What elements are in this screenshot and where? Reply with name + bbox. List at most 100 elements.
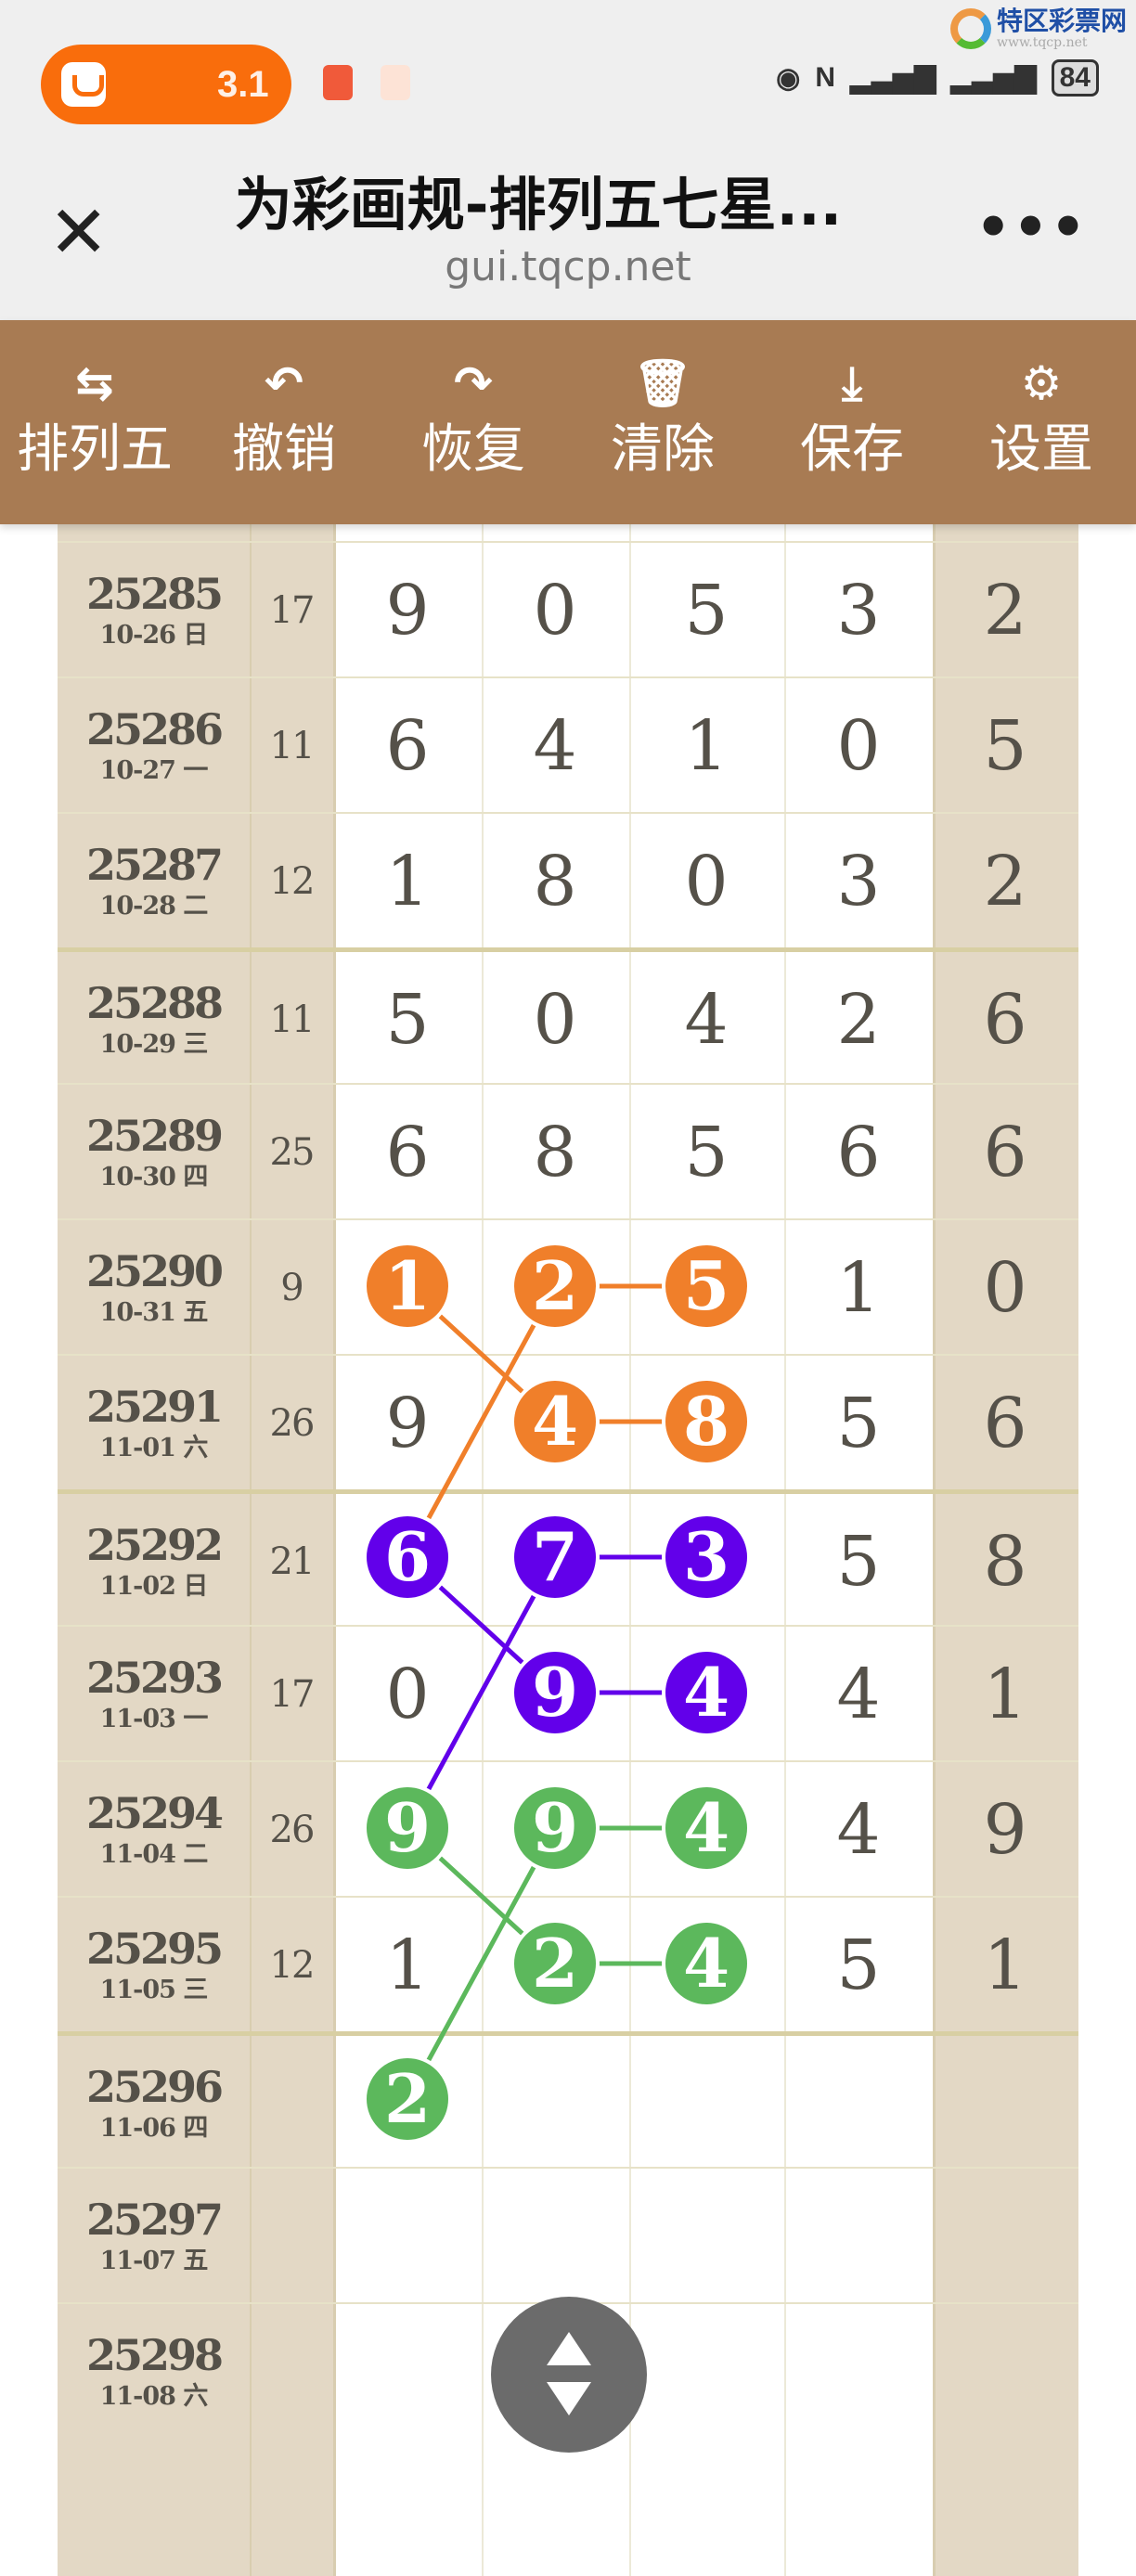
marked-digit[interactable]: 4 (662, 1648, 751, 1737)
digit-cell[interactable]: 6 (983, 980, 1027, 1060)
marked-digit[interactable]: 1 (363, 1242, 452, 1331)
digit-cell[interactable]: 1 (385, 842, 430, 921)
marked-digit[interactable]: 3 (662, 1513, 751, 1602)
marked-digit[interactable]: 8 (662, 1377, 751, 1466)
digit-label: 4 (683, 1924, 729, 2003)
issue-date: 10-27 一 (99, 756, 209, 785)
toolbar-button-redo[interactable]: ↷ 恢复 (379, 320, 568, 524)
digit-cell[interactable]: 0 (983, 1248, 1027, 1328)
digit-cell[interactable]: 1 (385, 1926, 430, 2005)
more-icon[interactable]: ••• (975, 195, 1088, 260)
digit-cell[interactable]: 5 (836, 1926, 881, 2005)
marked-digit[interactable]: 9 (510, 1784, 600, 1873)
sum-cell: 11 (269, 725, 316, 767)
sum-cell: 26 (269, 1402, 316, 1445)
app-pill[interactable]: 3.1 (41, 45, 291, 124)
system-icons: ◉ N ▂▃▅▇ ▂▃▅▇ 84 (776, 59, 1099, 97)
digit-cell[interactable]: 0 (533, 980, 577, 1060)
digit-cell[interactable]: 1 (983, 1655, 1027, 1734)
digit-cell[interactable]: 6 (385, 706, 430, 786)
marked-digit[interactable]: 4 (662, 1919, 751, 2008)
table-row: 25289 10-30 四 25 6 8 5 6 6 (58, 1083, 1078, 1218)
digit-cell[interactable]: 3 (836, 842, 881, 921)
divider (784, 524, 786, 2576)
digit-cell[interactable]: 0 (533, 571, 577, 650)
sum-cell: 12 (269, 860, 316, 903)
digit-cell[interactable]: 9 (385, 571, 430, 650)
digit-cell[interactable]: 8 (983, 1522, 1027, 1602)
digit-label: 3 (683, 1517, 729, 1596)
issue-date: 10-30 四 (99, 1163, 209, 1191)
digit-cell[interactable]: 4 (836, 1790, 881, 1870)
digit-cell[interactable]: 5 (983, 706, 1027, 786)
digit-cell[interactable]: 5 (684, 1113, 729, 1192)
digit-circle (363, 1513, 452, 1602)
digit-cell[interactable]: 0 (684, 842, 729, 921)
digit-cell[interactable]: 5 (836, 1522, 881, 1602)
digit-cell[interactable]: 6 (983, 1113, 1027, 1192)
marked-digit[interactable]: 2 (363, 2054, 452, 2144)
digit-cell[interactable]: 4 (533, 706, 577, 786)
close-icon[interactable]: ✕ (48, 191, 110, 275)
marked-digit[interactable]: 7 (510, 1513, 600, 1602)
issue-number: 25288 (85, 978, 224, 1028)
trend-line (405, 1555, 558, 1830)
digit-circle (510, 1377, 600, 1466)
digit-cell[interactable]: 4 (684, 980, 729, 1060)
digit-cell[interactable]: 5 (684, 571, 729, 650)
digit-cell[interactable]: 8 (533, 842, 577, 921)
digit-cell[interactable]: 6 (983, 1384, 1027, 1463)
browser-title-bar: ✕ 为彩画规-排列五七星... gui.tqcp.net ••• (0, 158, 1136, 320)
digit-cell[interactable]: 4 (836, 1655, 881, 1734)
divider (629, 524, 631, 2576)
digit-cell[interactable]: 3 (836, 571, 881, 650)
digit-cell[interactable]: 9 (983, 1790, 1027, 1870)
digit-cell[interactable]: 6 (836, 1113, 881, 1192)
issue-number: 25291 (85, 1382, 224, 1432)
sum-cell: 21 (269, 1540, 316, 1583)
digit-cell[interactable]: 1 (684, 706, 729, 786)
marked-digit[interactable]: 9 (510, 1648, 600, 1737)
logo-icon (949, 8, 991, 49)
toolbar-button-gear[interactable]: ⚙ 设置 (947, 320, 1136, 524)
marked-digit[interactable]: 9 (363, 1784, 452, 1873)
digit-cell[interactable]: 1 (836, 1248, 881, 1328)
digit-cell[interactable]: 5 (836, 1384, 881, 1463)
issue-cell: 25291 11-01 六 (58, 1356, 250, 1491)
issue-number: 25294 (85, 1788, 224, 1838)
digit-cell[interactable]: 1 (983, 1926, 1027, 2005)
marked-digit[interactable]: 6 (363, 1513, 452, 1602)
issue-number: 25290 (85, 1246, 224, 1296)
issue-date: 11-06 四 (99, 2114, 209, 2143)
issue-cell: 25295 11-05 三 (58, 1898, 250, 2033)
issue-number: 25298 (85, 2330, 224, 2380)
digit-cell[interactable]: 0 (836, 706, 881, 786)
digit-cell[interactable]: 2 (836, 980, 881, 1060)
issue-number: 25292 (85, 1520, 224, 1570)
digit-cell[interactable]: 9 (385, 1384, 430, 1463)
digit-cell[interactable]: 5 (385, 980, 430, 1060)
scroll-up-down-icon[interactable] (491, 2297, 647, 2453)
issue-date: 10-28 二 (99, 892, 209, 921)
digit-cell[interactable]: 0 (385, 1655, 430, 1734)
sum-cell: 25 (269, 1131, 316, 1174)
toolbar-button-trash[interactable]: 🗑 清除 (568, 320, 757, 524)
toolbar-button-download[interactable]: ⤓ 保存 (757, 320, 947, 524)
digit-cell[interactable]: 2 (983, 571, 1027, 650)
marked-digit[interactable]: 4 (510, 1377, 600, 1466)
toolbar-button-swap[interactable]: ⇆ 排列五 (0, 320, 189, 524)
marked-digit[interactable]: 4 (662, 1784, 751, 1873)
issue-number: 25297 (85, 2195, 224, 2245)
toolbar-button-undo[interactable]: ↶ 撤销 (189, 320, 379, 524)
digit-cell[interactable]: 6 (385, 1113, 430, 1192)
marked-digit[interactable]: 2 (510, 1242, 600, 1331)
marked-digit[interactable]: 2 (510, 1919, 600, 2008)
marked-digit[interactable]: 5 (662, 1242, 751, 1331)
digit-cell[interactable]: 8 (533, 1113, 577, 1192)
digit-circle (510, 1919, 600, 2008)
digit-cell[interactable]: 2 (983, 842, 1027, 921)
